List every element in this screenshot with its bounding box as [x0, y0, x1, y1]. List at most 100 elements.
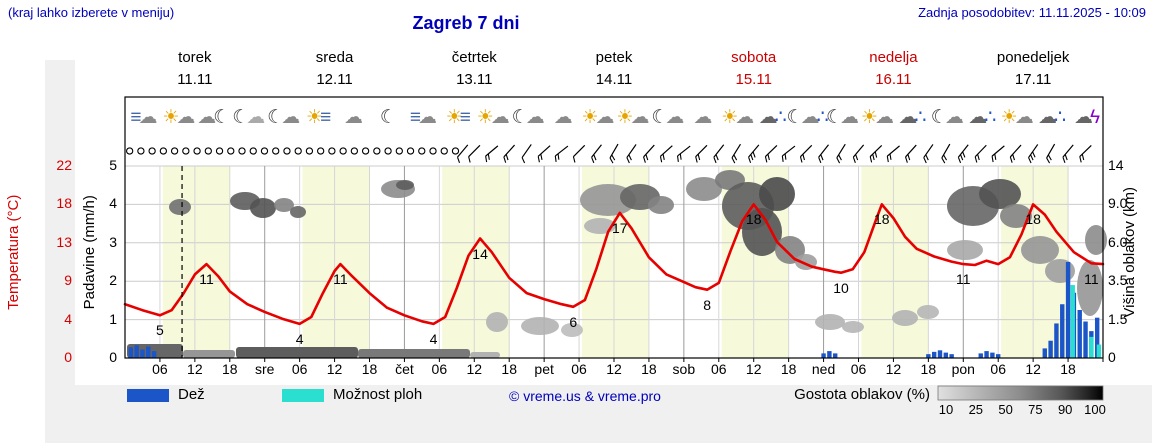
wind-barb — [781, 145, 796, 157]
cloud-blob — [1085, 225, 1107, 255]
wind-barb-tick — [820, 154, 824, 161]
calm-wind-icon — [283, 147, 291, 155]
rain-bar — [1048, 340, 1053, 358]
cloud-blob — [274, 198, 294, 212]
rain-bar — [949, 354, 954, 358]
calm-wind-icon — [215, 147, 224, 155]
cloud-blob — [169, 199, 191, 215]
wind-barb-tick — [733, 154, 738, 161]
wind-barb-tick — [818, 157, 822, 164]
cloud-blob — [486, 312, 508, 332]
fog-strip — [236, 347, 358, 358]
rain-bar — [1094, 317, 1100, 358]
rain-bar — [1083, 321, 1088, 358]
wind-barb-tick — [557, 153, 560, 160]
rain-bar — [827, 351, 832, 358]
cloud-blob — [979, 179, 1021, 209]
calm-wind-icon — [126, 147, 134, 155]
wind-barb-tick — [799, 156, 803, 163]
calm-wind-icon — [406, 147, 415, 155]
calm-wind-icon — [170, 147, 179, 155]
wind-barb-tick — [748, 156, 752, 163]
temperature-axis-title: Temperatura (°C) — [4, 194, 22, 310]
calm-wind-icon — [148, 147, 156, 155]
wind-barb-tick — [611, 154, 616, 161]
wind-barb-tick — [487, 153, 490, 160]
calm-wind-icon — [260, 147, 269, 155]
wind-barb-tick — [784, 153, 787, 160]
fog-strip — [358, 349, 470, 358]
wind-barb — [765, 145, 778, 157]
rain-bar — [1065, 262, 1071, 358]
shower-bar — [1096, 344, 1102, 358]
wind-barb-tick — [626, 157, 630, 164]
wind-barb-tick — [697, 154, 701, 161]
rain-bar — [926, 354, 931, 358]
cloud-blob — [561, 323, 583, 337]
wind-barb-tick — [781, 155, 784, 162]
cloud-blob — [1045, 259, 1075, 283]
cloud-blob — [648, 196, 674, 214]
wind-barb-tick — [713, 157, 717, 164]
daylight-band — [861, 166, 929, 358]
rain-bar — [996, 354, 1001, 358]
shower-bar — [1070, 285, 1075, 358]
wind-barb — [643, 144, 655, 158]
wind-barb-tick — [715, 154, 719, 161]
wind-barb-tick — [1030, 154, 1034, 161]
wind-barb — [1009, 144, 1022, 158]
fog-strip — [470, 352, 500, 358]
credit-link[interactable]: © vreme.us & vreme.pro — [509, 388, 661, 404]
cloud-blob — [815, 314, 845, 330]
cloud-blob — [521, 317, 559, 335]
wind-barb-tick — [468, 156, 471, 163]
wind-barb-tick — [1047, 154, 1052, 161]
wind-barb-tick — [1012, 154, 1016, 161]
rain-bar — [134, 345, 139, 358]
wind-barb — [468, 144, 481, 158]
wind-barb — [836, 143, 846, 159]
calm-wind-icon — [350, 147, 359, 155]
wind-barb-tick — [872, 153, 875, 161]
wind-barb — [974, 144, 987, 158]
wind-barb — [609, 143, 619, 159]
fog-strip — [183, 350, 235, 358]
calm-wind-icon — [395, 147, 403, 155]
calm-wind-icon — [249, 147, 257, 155]
wind-barb — [818, 144, 829, 158]
cloud-blob — [742, 208, 782, 256]
wind-barb-tick — [1079, 156, 1082, 163]
wind-barb-tick — [645, 154, 649, 161]
wind-barb-tick — [889, 153, 892, 160]
wind-barb-tick — [505, 154, 509, 161]
wind-barb-tick — [957, 157, 962, 164]
wind-barb-tick — [503, 156, 507, 163]
cloud-blob — [892, 310, 918, 326]
wind-barb — [748, 144, 760, 158]
showers-legend-swatch — [282, 389, 324, 402]
wind-barb — [695, 144, 708, 158]
wind-barb-tick — [994, 153, 997, 160]
calm-wind-icon — [193, 147, 201, 155]
wind-barb-tick — [485, 156, 488, 163]
wind-barb-tick — [941, 157, 946, 164]
rain-bar — [128, 347, 134, 358]
wind-barb-tick — [905, 156, 908, 163]
calm-wind-icon — [328, 147, 336, 155]
wind-barb — [591, 144, 602, 158]
wind-barb — [554, 145, 569, 157]
calm-wind-icon — [361, 147, 370, 155]
cloud-cover-gradient-bar — [937, 385, 1104, 401]
rain-legend-swatch — [127, 389, 169, 402]
calm-wind-icon — [305, 147, 314, 155]
wind-barb-tick — [1028, 157, 1032, 164]
calm-wind-icon — [451, 147, 460, 155]
rain-bar — [1060, 304, 1065, 358]
rain-bar — [146, 346, 151, 358]
daylight-band — [162, 166, 230, 358]
calm-wind-icon — [440, 147, 448, 155]
wind-barb — [713, 144, 725, 158]
wind-barb — [660, 145, 673, 157]
wind-barb-tick — [852, 156, 856, 163]
